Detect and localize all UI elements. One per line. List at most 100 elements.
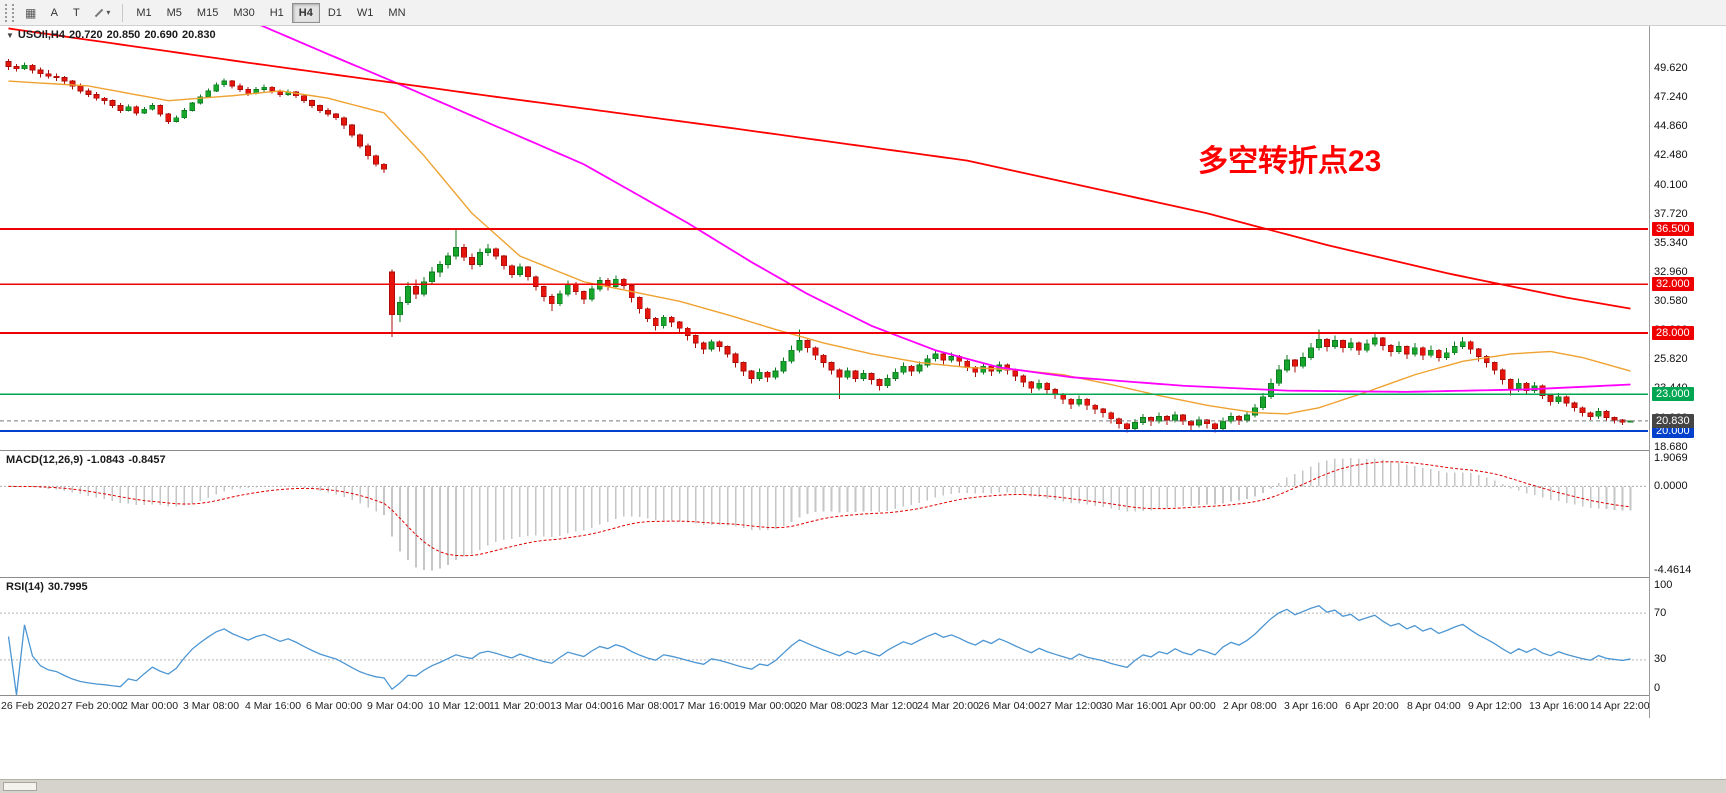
time-tick-label: 14 Apr 22:00 — [1590, 700, 1650, 712]
symbol-period-label: USOIl,H4 — [17, 29, 65, 41]
pane-separator[interactable] — [0, 450, 1726, 451]
time-tick-label: 19 Mar 00:00 — [734, 700, 796, 712]
price-tick-label: 42.480 — [1654, 149, 1688, 162]
shapes-dropdown-button[interactable]: ▾ — [88, 3, 116, 23]
one-click-expander[interactable]: ▼ — [6, 31, 14, 40]
rsi-label: RSI(14) 30.7995 — [6, 581, 92, 593]
close-value: 20.830 — [181, 29, 216, 41]
time-tick-label: 16 Mar 08:00 — [612, 700, 674, 712]
macd-main-value: -1.0843 — [87, 454, 125, 466]
time-tick-label: 9 Apr 12:00 — [1468, 700, 1522, 712]
price-tick-label: 47.240 — [1654, 91, 1688, 104]
crosshair-grid-icon[interactable]: ▦ — [19, 3, 42, 23]
open-value: 20.720 — [69, 29, 103, 41]
annotation-a-button[interactable]: A — [44, 3, 64, 23]
toolbar-drag-handle[interactable] — [5, 3, 14, 22]
text-t-button[interactable]: T — [66, 3, 86, 23]
rsi-pane-canvas[interactable] — [0, 578, 1648, 695]
time-tick-label: 2 Apr 08:00 — [1223, 700, 1277, 712]
ma-fast-line[interactable] — [8, 80, 1631, 415]
chart-annotation-text[interactable]: 多空转折点23 — [1198, 145, 1382, 178]
trendline-icon — [95, 8, 104, 17]
time-tick-label: 27 Mar 12:00 — [1040, 700, 1102, 712]
tf-button-h1[interactable]: H1 — [263, 3, 291, 23]
time-tick-label: 9 Mar 04:00 — [367, 700, 424, 712]
macd-signal-line — [8, 461, 1631, 557]
time-tick-label: 4 Mar 16:00 — [245, 700, 302, 712]
ma-slow-line[interactable] — [8, 27, 1631, 310]
tf-button-m15[interactable]: M15 — [190, 3, 225, 23]
rsi-scale-label: 100 — [1654, 579, 1673, 591]
price-tick-label: 49.620 — [1654, 62, 1688, 75]
toolbar: ▦ A T ▾ M1 M5 M15 M30 H1 H4 D1 W1 MN — [0, 0, 1726, 26]
tf-button-m1[interactable]: M1 — [129, 3, 158, 23]
tf-button-w1[interactable]: W1 — [350, 3, 381, 23]
time-tick-label: 6 Apr 20:00 — [1345, 700, 1399, 712]
rsi-line — [7, 605, 1631, 695]
time-tick-label: 8 Apr 04:00 — [1407, 700, 1461, 712]
macd-scale-label: 1.9069 — [1654, 452, 1688, 464]
time-tick-label: 6 Mar 00:00 — [306, 700, 363, 712]
time-tick-label: 24 Mar 20:00 — [917, 700, 979, 712]
macd-scale-label: -4.4614 — [1654, 564, 1692, 576]
time-tick-label: 17 Mar 16:00 — [673, 700, 735, 712]
pane-separator[interactable] — [0, 577, 1726, 578]
macd-signal-value: -0.8457 — [128, 454, 166, 466]
price-scale[interactable]: 49.620 47.240 44.860 42.480 40.100 37.720 35.3… — [1649, 26, 1726, 718]
macd-label: MACD(12,26,9) -1.0843 -0.8457 — [6, 454, 170, 466]
toolbar-separator — [122, 3, 124, 22]
price-chart-canvas[interactable] — [0, 26, 1648, 450]
time-tick-label: 3 Apr 16:00 — [1284, 700, 1338, 712]
pane-separator — [0, 695, 1726, 696]
time-tick-label: 23 Mar 12:00 — [856, 700, 918, 712]
status-bar — [0, 779, 1726, 793]
candles-group — [5, 59, 1634, 433]
tf-button-d1[interactable]: D1 — [321, 3, 349, 23]
tf-button-m5[interactable]: M5 — [160, 3, 189, 23]
macd-name: MACD(12,26,9) — [6, 454, 84, 466]
time-axis[interactable]: 26 Feb 2020 27 Feb 20:00 2 Mar 00:00 3 Mar … — [0, 696, 1650, 718]
tf-button-h4[interactable]: H4 — [291, 2, 320, 23]
price-tick-label: 35.340 — [1654, 236, 1688, 249]
price-tick-label: 44.860 — [1654, 120, 1688, 133]
time-tick-label: 13 Apr 16:00 — [1529, 700, 1589, 712]
macd-scale-label: 0.0000 — [1654, 479, 1688, 492]
rsi-value: 30.7995 — [47, 581, 88, 593]
chevron-down-icon: ▾ — [106, 8, 111, 17]
time-tick-label: 13 Mar 04:00 — [550, 700, 612, 712]
price-tick-label: 37.720 — [1654, 207, 1688, 220]
price-badge-36.500: 36.500 — [1652, 222, 1694, 237]
low-value: 20.690 — [144, 29, 178, 41]
time-tick-label: 26 Feb 2020 — [1, 700, 60, 712]
tf-button-m30[interactable]: M30 — [226, 3, 261, 23]
price-tick-label: 40.100 — [1654, 178, 1688, 191]
price-badge-23.000: 23.000 — [1652, 387, 1694, 402]
macd-histogram — [7, 457, 1632, 571]
price-tick-label: 18.680 — [1654, 440, 1688, 453]
time-tick-label: 30 Mar 16:00 — [1101, 700, 1163, 712]
time-tick-label: 1 Apr 00:00 — [1162, 700, 1216, 712]
time-tick-label: 10 Mar 12:00 — [428, 700, 490, 712]
macd-pane-canvas[interactable] — [0, 451, 1648, 577]
time-tick-label: 3 Mar 08:00 — [183, 700, 240, 712]
rsi-scale-label: 70 — [1654, 606, 1667, 619]
current-price-badge: 20.830 — [1652, 413, 1694, 428]
chart-title: ▼ USOIl,H4 20.720 20.850 20.690 20.830 — [6, 29, 220, 41]
ma-mid-line[interactable] — [9, 26, 1631, 393]
time-tick-label: 11 Mar 20:00 — [489, 700, 551, 712]
price-tick-label: 32.960 — [1654, 265, 1688, 278]
status-resize-handle[interactable] — [3, 782, 37, 791]
time-tick-label: 2 Mar 00:00 — [122, 700, 179, 712]
time-tick-label: 20 Mar 08:00 — [795, 700, 857, 712]
time-tick-label: 27 Feb 20:00 — [61, 700, 123, 712]
rsi-scale-label: 30 — [1654, 653, 1667, 666]
price-badge-32.000: 32.000 — [1652, 277, 1694, 292]
tf-button-mn[interactable]: MN — [381, 3, 412, 23]
price-tick-label: 25.820 — [1654, 353, 1688, 366]
chart-region: ▼ USOIl,H4 20.720 20.850 20.690 20.830 多空转折点2… — [0, 26, 1726, 718]
grid-icon: ▦ — [25, 5, 37, 20]
high-value: 20.850 — [106, 29, 141, 41]
rsi-name: RSI(14) — [6, 581, 44, 593]
rsi-scale-label: 0 — [1654, 682, 1661, 694]
price-badge-28.000: 28.000 — [1652, 326, 1694, 341]
